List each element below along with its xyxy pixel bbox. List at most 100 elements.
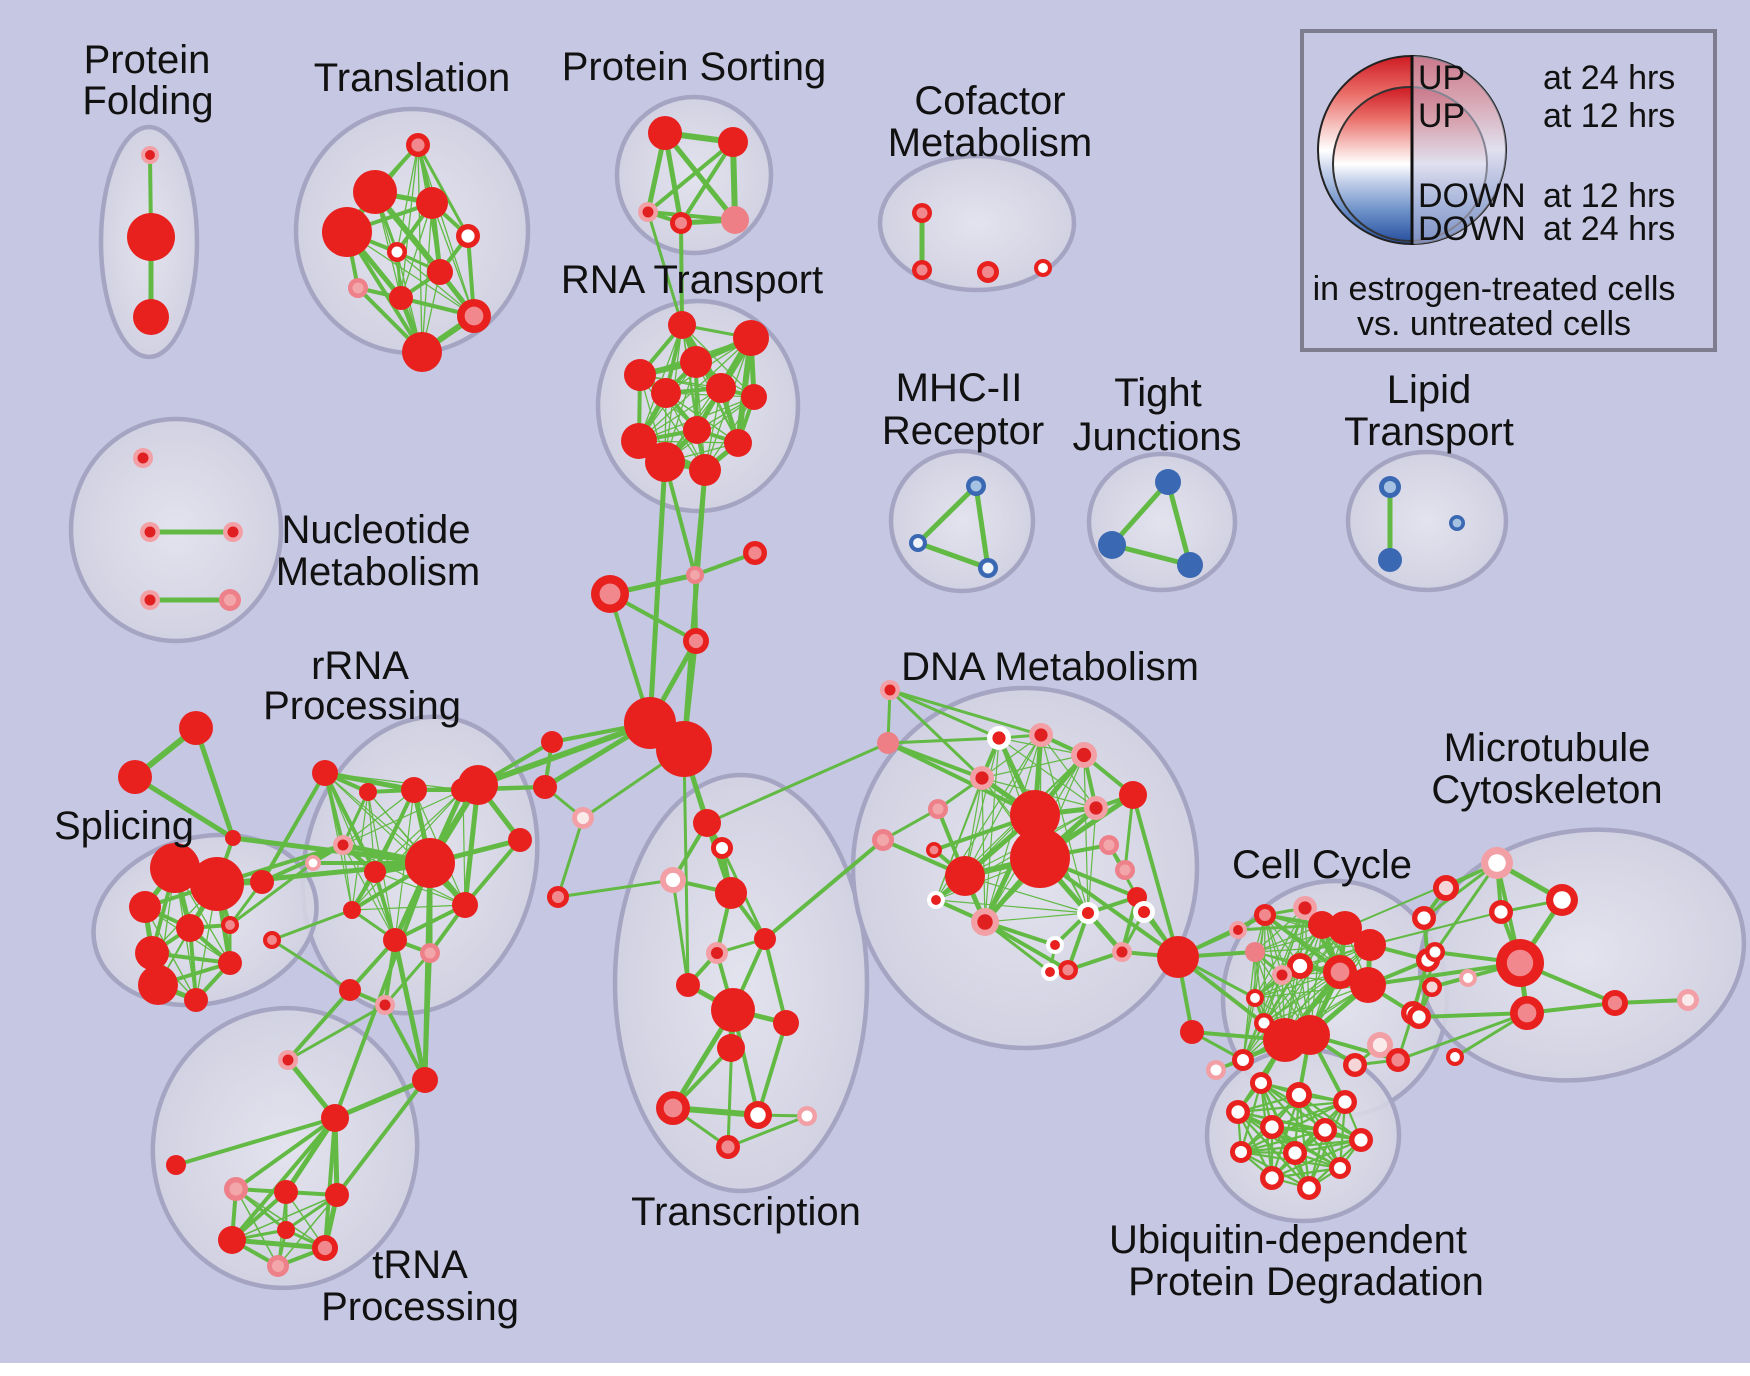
gene-node: [452, 892, 478, 918]
gene-node: [133, 448, 153, 468]
legend-footer-line: vs. untreated cells: [1357, 305, 1631, 343]
gene-node: [1446, 1048, 1464, 1066]
edge: [1236, 1110, 1274, 1180]
gene-node: [1379, 476, 1401, 498]
edge: [234, 1116, 337, 1191]
edge: [984, 912, 1089, 923]
gene-node: [383, 928, 407, 952]
edge: [416, 143, 470, 238]
cluster-label-mhc-ii-receptor: Receptor: [882, 409, 1044, 453]
gene-node: [1489, 900, 1513, 924]
gene-node: [325, 1183, 349, 1207]
gene-node: [1133, 901, 1155, 923]
gene-node: [651, 378, 681, 408]
edge: [1307, 1100, 1347, 1190]
gene-node: [693, 809, 721, 837]
edge: [1242, 971, 1341, 1061]
gene-node: [744, 1101, 772, 1129]
edge: [1109, 479, 1171, 548]
edge: [1369, 911, 1502, 946]
edge: [229, 1237, 328, 1251]
gene-node: [1010, 790, 1060, 840]
gene-node: [416, 187, 448, 219]
edge: [346, 231, 475, 317]
gene-node: [278, 1050, 298, 1070]
edge: [462, 782, 481, 908]
gene-node: [676, 973, 700, 997]
edge: [400, 144, 419, 299]
gene-node: [176, 914, 204, 942]
gene-node: [263, 931, 281, 949]
edge: [132, 774, 236, 841]
gene-node: [343, 901, 361, 919]
gene-node: [1481, 847, 1513, 879]
edge: [646, 210, 684, 327]
gene-node: [420, 943, 440, 963]
gene-node: [312, 760, 338, 786]
edge: [1236, 1100, 1347, 1114]
edge: [679, 140, 735, 225]
edge: [763, 937, 788, 1025]
gene-node: [1378, 548, 1402, 572]
cluster-label-dna-metabolism: DNA Metabolism: [901, 645, 1199, 689]
legend-time-label: at 24 hrs: [1543, 59, 1675, 97]
edge: [1270, 1093, 1301, 1180]
edge: [193, 725, 236, 841]
gene-node: [872, 829, 894, 851]
edge: [383, 1003, 427, 1082]
edge: [235, 1188, 279, 1267]
gene-node: [724, 429, 752, 457]
edge: [1263, 944, 1371, 1024]
cluster-label-rrna-processing: Processing: [263, 684, 461, 728]
cluster-label-splicing: Splicing: [54, 804, 194, 848]
edge: [1165, 479, 1193, 568]
gene-node: [1112, 942, 1132, 962]
gene-node: [1034, 259, 1052, 277]
edge: [322, 770, 417, 793]
gene-node: [1254, 904, 1276, 926]
edge: [323, 771, 377, 874]
edge: [351, 789, 464, 911]
edge: [964, 875, 1089, 914]
gene-node: [945, 856, 985, 896]
gene-node: [1119, 781, 1147, 809]
gene-node: [179, 711, 213, 745]
gene-node: [321, 1104, 349, 1132]
gene-node: [1323, 955, 1357, 989]
gene-node: [118, 760, 152, 794]
gene-node: [274, 1180, 298, 1204]
legend-direction-label: DOWN: [1418, 177, 1526, 215]
gene-node: [1155, 469, 1181, 495]
edge: [681, 324, 755, 398]
gene-node: [1157, 936, 1199, 978]
cluster-label-cofactor-metabolism: Metabolism: [888, 121, 1093, 165]
gene-node: [456, 224, 480, 248]
edge: [888, 688, 1001, 740]
gene-node: [926, 842, 942, 858]
gene-node: [686, 566, 704, 584]
cluster-label-ubiquitin-dependent-protein-degradation: Ubiquitin-dependent: [1109, 1218, 1467, 1262]
edge: [1083, 754, 1089, 914]
edge: [373, 788, 416, 874]
gene-node: [1287, 953, 1313, 979]
gene-node: [353, 170, 397, 214]
gene-node: [689, 454, 721, 486]
gene-node: [218, 1226, 246, 1254]
cluster-label-lipid-transport: Lipid: [1387, 368, 1472, 412]
gene-node: [1226, 1100, 1250, 1124]
gene-node: [127, 213, 175, 261]
cluster-label-cofactor-metabolism: Cofactor: [914, 79, 1065, 123]
gene-node: [1071, 742, 1097, 768]
gene-node: [1459, 969, 1477, 987]
edge: [230, 1116, 337, 1242]
gene-node: [305, 855, 321, 871]
gene-node: [741, 384, 767, 410]
gene-node: [621, 423, 657, 459]
edge: [935, 777, 983, 901]
gene-node: [1177, 552, 1203, 578]
gene-node: [1407, 1005, 1431, 1029]
gene-node: [624, 359, 656, 391]
gene-node: [1386, 1048, 1410, 1072]
gene-node: [1433, 875, 1459, 901]
gene-node: [401, 777, 427, 803]
